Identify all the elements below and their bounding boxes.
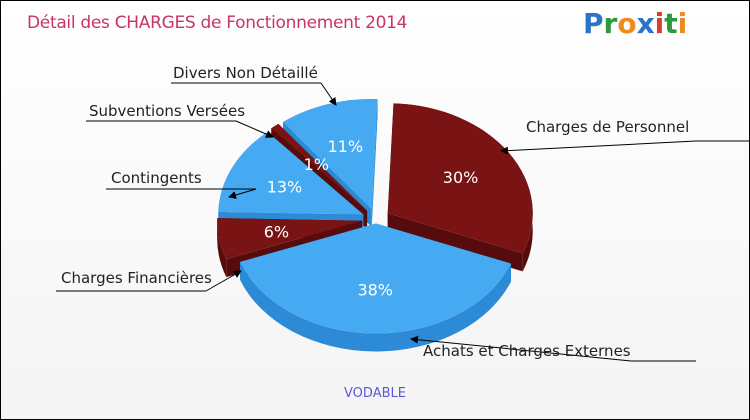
leader-arrow-4 <box>235 120 274 138</box>
slice-side-5 <box>371 99 378 227</box>
slice-label-0: Charges de Personnel <box>526 118 689 136</box>
leader-arrow-0 <box>500 140 697 155</box>
pct-label-4: 1% <box>304 155 329 174</box>
slice-label-5: Divers Non Détaillé <box>173 64 318 82</box>
pct-label-2: 6% <box>264 223 289 242</box>
slice-achats-et-charges-externes[interactable] <box>240 223 511 334</box>
leader-arrow-3 <box>228 188 257 199</box>
slice-label-1: Achats et Charges Externes <box>423 342 631 360</box>
leader-arrow-1 <box>410 335 632 362</box>
slice-edge-2 <box>217 218 227 278</box>
pct-label-0: 30% <box>443 168 479 187</box>
pct-label-1: 38% <box>357 280 393 299</box>
slice-side-0 <box>387 213 523 272</box>
slice-charges-de-personnel[interactable] <box>387 103 533 254</box>
slice-edge-1 <box>240 261 511 352</box>
slice-subventions-vers-es[interactable] <box>271 123 368 211</box>
slice-label-4: Subventions Versées <box>89 102 245 120</box>
commune-label: VODABLE <box>344 386 406 401</box>
slice-label-3: Contingents <box>111 169 202 187</box>
leader-arrow-2 <box>205 270 242 292</box>
slice-tops <box>217 98 533 334</box>
pct-label-5: 11% <box>327 137 363 156</box>
slice-label-2: Charges Financières <box>61 269 212 287</box>
pct-label-3: 13% <box>267 178 303 197</box>
leader-arrow-5 <box>320 82 337 106</box>
proxiti-logo: Proxiti <box>583 7 688 40</box>
chart-title: Détail des CHARGES de Fonctionnement 201… <box>27 13 408 33</box>
slice-divers-non-d-taill-[interactable] <box>283 98 378 209</box>
slice-contingents[interactable] <box>218 131 364 215</box>
slice-charges-financi-res[interactable] <box>217 218 363 260</box>
